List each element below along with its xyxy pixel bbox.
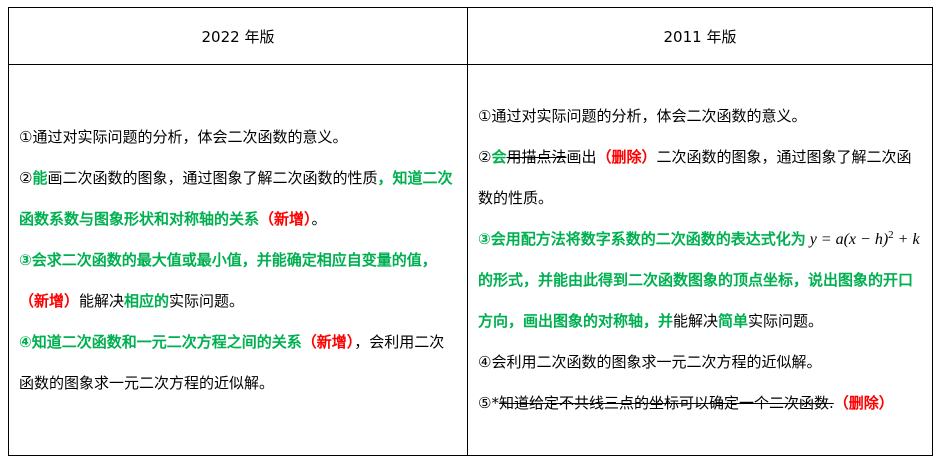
text-segment: ①通过对实际问题的分析，体会二次函数的意义。 [478,107,807,125]
header-2022: 2022 年版 [8,7,468,65]
text-segment: ①通过对实际问题的分析，体会二次函数的意义。 [19,127,348,146]
requirement-item: ②能画二次函数的图象，通过图象了解二次函数的性质，知道二次函数系数与图象形状和对… [19,158,459,240]
text-segment: 的形式，并能由此得到二次函数图象的顶点坐标，说出图象的开口方向，画出图象的对称轴… [478,271,914,330]
deleted-text: 知道给定不共线三点的坐标可以确定一个二次函数. [498,394,834,412]
content-row: ①通过对实际问题的分析，体会二次函数的意义。 ②能画二次函数的图象，通过图象了解二… [8,64,933,456]
cell-2011: ①通过对实际问题的分析，体会二次函数的意义。 ②会用描点法画出（删除）二次函数的图… [467,64,933,456]
change-tag: （删除） [596,148,657,166]
deleted-text: 用描点法 [506,148,567,166]
text-segment: 会 [491,148,507,166]
text-segment: ② [478,148,492,166]
requirement-item: ②会用描点法画出（删除）二次函数的图象，通过图象了解二次函数的性质。 [478,137,924,219]
change-tag: （新增） [19,291,80,310]
formula: y = a(x − h) [805,231,889,248]
text-segment: 二次函数的图象，通过图象了解二次函数的性质。 [478,148,912,207]
text-segment: 相应的 [124,291,170,310]
cell-2022: ①通过对实际问题的分析，体会二次函数的意义。 ②能画二次函数的图象，通过图象了解二… [8,64,468,456]
text-segment: 实际问题。 [169,291,245,310]
formula: + k [893,231,920,248]
formula: 2 [888,229,894,241]
requirement-item: ④知道二次函数和一元二次方程之间的关系（新增），会利用二次函数的图象求一元二次方… [19,322,459,404]
text-segment: 。 [311,209,327,228]
requirement-item: ①通过对实际问题的分析，体会二次函数的意义。 [478,96,924,137]
text-segment: ，会利用二次函数的图象求一元二次方程的近似解。 [19,332,445,392]
text-segment: 能解决 [79,291,125,310]
text-segment: ③会求二次函数的最大值或最小值，并能确定相应自变量的值， [19,250,437,269]
text-segment: 画出 [566,148,597,166]
text-segment: 画二次函数的图象，通过图象了解二次函数的性质 [47,168,378,187]
requirement-item: ③会用配方法将数字系数的二次函数的表达式化为 y = a(x − h)2 + k… [478,219,924,342]
text-segment: 实际问题。 [748,312,824,330]
text-segment: ② [19,168,33,187]
text-segment: ④会利用二次函数的图象求一元二次方程的近似解。 [478,353,822,371]
text-segment: ，知道二次函数系数与图象形状和对称轴的关系 [19,168,453,228]
text-segment: 能解决 [673,312,719,330]
text-segment: 能 [32,168,48,187]
change-tag: （新增） [259,209,312,228]
text-segment: ④知道二次函数和一元二次方程之间的关系 [19,332,302,351]
curriculum-comparison-table: 2022 年版 2011 年版 ①通过对实际问题的分析，体会二次函数的意义。 ②能… [8,7,933,456]
text-segment: ⑤* [478,394,499,412]
change-tag: （新增） [301,332,355,351]
header-row: 2022 年版 2011 年版 [8,7,933,65]
requirement-item: ①通过对实际问题的分析，体会二次函数的意义。 [19,117,459,158]
change-tag: （删除） [833,394,894,412]
text-segment: 简单 [718,312,749,330]
requirement-item: ④会利用二次函数的图象求一元二次方程的近似解。 [478,342,924,383]
requirement-item: ⑤*知道给定不共线三点的坐标可以确定一个二次函数.（删除） [478,383,924,424]
requirement-item: ③会求二次函数的最大值或最小值，并能确定相应自变量的值， （新增）能解决相应的实际… [19,240,459,322]
text-segment: ③会用配方法将数字系数的二次函数的表达式化为 [478,230,806,248]
header-2011: 2011 年版 [467,7,933,65]
